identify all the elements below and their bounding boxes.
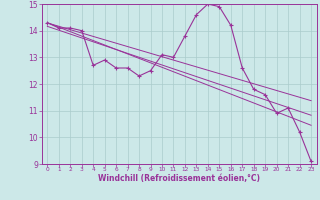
X-axis label: Windchill (Refroidissement éolien,°C): Windchill (Refroidissement éolien,°C) (98, 174, 260, 183)
